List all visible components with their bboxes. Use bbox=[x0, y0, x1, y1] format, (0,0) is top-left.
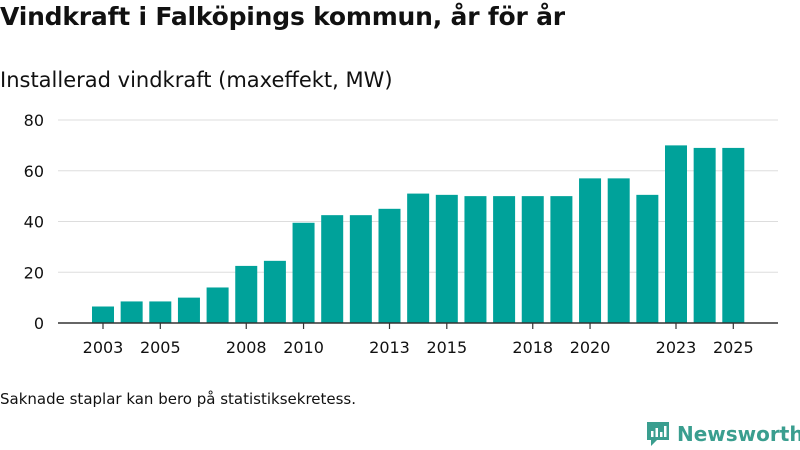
bar-2016 bbox=[464, 196, 487, 323]
brand-name: Newsworthy bbox=[677, 422, 800, 446]
bar-2022 bbox=[636, 194, 659, 323]
x-tick-label: 2018 bbox=[512, 338, 553, 357]
bar-2020 bbox=[579, 178, 602, 323]
x-tick-label: 2003 bbox=[83, 338, 124, 357]
x-tick-label: 2015 bbox=[426, 338, 467, 357]
bar-2021 bbox=[607, 178, 630, 323]
bar-2009 bbox=[263, 260, 286, 323]
bar-2017 bbox=[493, 196, 516, 323]
bar-2024 bbox=[693, 147, 716, 323]
chart-title: Vindkraft i Falköpings kommun, år för år bbox=[0, 2, 565, 31]
bar-2008 bbox=[235, 265, 258, 323]
bar-2019 bbox=[550, 196, 573, 323]
x-tick-label: 2020 bbox=[570, 338, 611, 357]
x-tick-label: 2013 bbox=[369, 338, 410, 357]
x-tick-label: 2023 bbox=[656, 338, 697, 357]
bar-2005 bbox=[149, 301, 172, 323]
bar-2014 bbox=[407, 193, 430, 323]
x-tick-label: 2005 bbox=[140, 338, 181, 357]
brand-logo: Newsworthy bbox=[645, 420, 800, 448]
chart-subtitle: Installerad vindkraft (maxeffekt, MW) bbox=[0, 68, 393, 92]
bar-2025 bbox=[722, 147, 745, 323]
bar-chart: 0 20 40 60 80 2003 2005 2008 2010 2013 2015 2018 202… bbox=[24, 111, 778, 357]
y-tick-label: 60 bbox=[24, 162, 44, 181]
bar-2007 bbox=[206, 287, 229, 323]
footnote: Saknade staplar kan bero på statistiksek… bbox=[0, 390, 357, 408]
bar-2018 bbox=[521, 196, 544, 323]
x-tick-label: 2008 bbox=[226, 338, 267, 357]
x-tick-label: 2025 bbox=[713, 338, 754, 357]
y-tick-label: 40 bbox=[24, 213, 44, 232]
bar-2023 bbox=[665, 145, 687, 323]
bar-2003 bbox=[92, 306, 114, 323]
x-tick-label: 2010 bbox=[283, 338, 324, 357]
bar-2015 bbox=[435, 194, 458, 323]
bar-2006 bbox=[177, 297, 200, 323]
y-tick-label: 20 bbox=[24, 263, 44, 282]
bar-2012 bbox=[349, 215, 372, 323]
bar-2010 bbox=[292, 222, 315, 323]
y-tick-label: 0 bbox=[34, 314, 44, 333]
bar-2011 bbox=[321, 215, 344, 323]
bar-2004 bbox=[120, 301, 143, 323]
bar-2013 bbox=[378, 208, 401, 323]
newsworthy-logo-icon bbox=[647, 422, 669, 446]
y-tick-label: 80 bbox=[24, 111, 44, 130]
